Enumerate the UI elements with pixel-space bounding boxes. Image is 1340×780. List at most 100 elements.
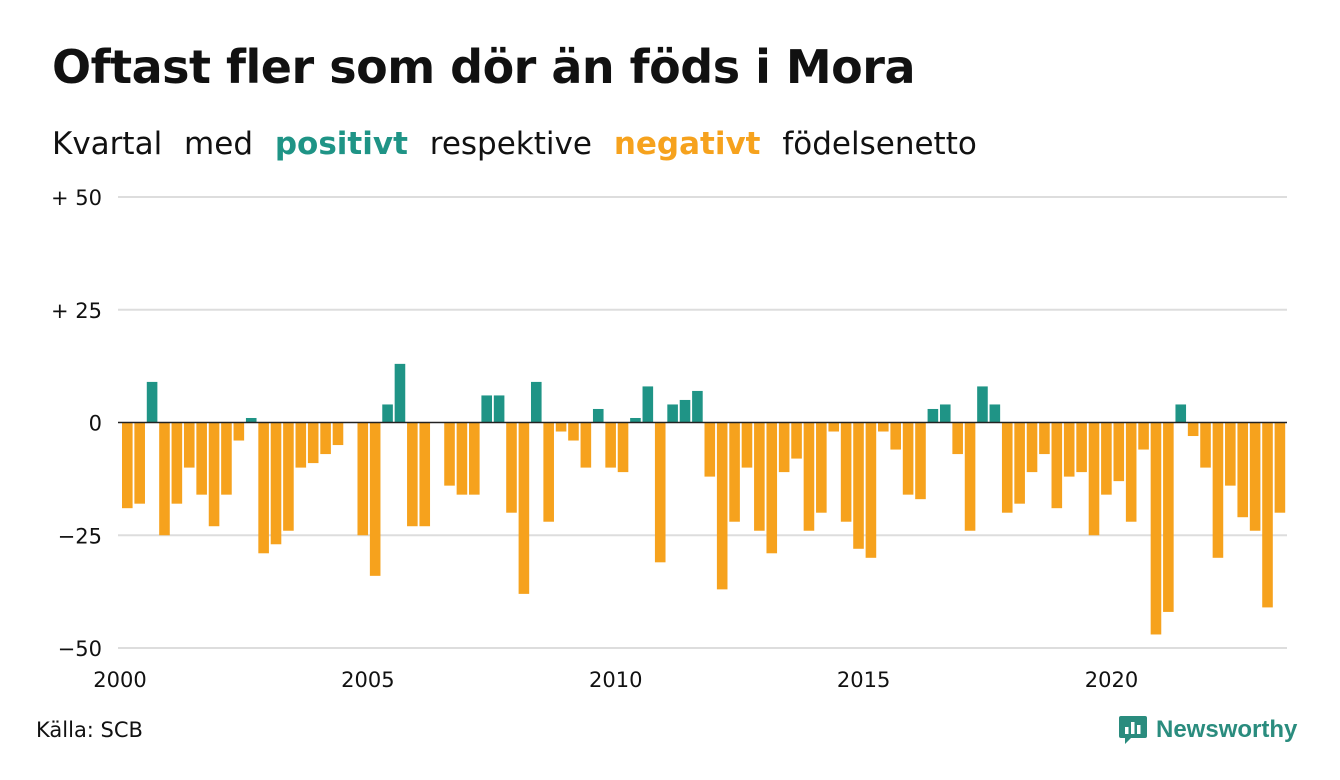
bar	[754, 422, 765, 531]
bar	[1113, 422, 1125, 482]
bar	[283, 422, 294, 531]
newsworthy-logo-icon	[1119, 716, 1147, 744]
y-tick-label: + 50	[51, 186, 102, 210]
brand-name: Newsworthy	[1156, 716, 1298, 743]
bar	[828, 422, 840, 432]
bar	[927, 408, 939, 423]
bar	[270, 422, 282, 545]
bar	[840, 422, 852, 522]
source-note: Källa: SCB	[36, 718, 143, 742]
x-tick-label: 2000	[93, 668, 146, 692]
bar	[939, 404, 951, 423]
bar	[1175, 404, 1187, 423]
subtitle-part-kvartal: Kvartal	[52, 126, 163, 162]
bar	[704, 422, 716, 477]
bar	[481, 395, 492, 423]
bar	[890, 422, 901, 450]
bar	[1101, 422, 1112, 495]
bar	[791, 422, 802, 459]
bar	[1212, 422, 1224, 558]
bar	[245, 417, 257, 423]
bar	[729, 422, 740, 522]
bar	[592, 408, 604, 423]
bar	[320, 422, 331, 455]
bar	[679, 399, 691, 423]
bar	[369, 422, 381, 576]
bar	[419, 422, 431, 527]
chart-subtitle: Kvartal med positivt respektive negativt…	[52, 126, 989, 162]
bar	[1026, 422, 1038, 473]
bar	[1200, 422, 1211, 468]
subtitle-negative: negativt	[613, 126, 761, 162]
subtitle-part-respektive: respektive	[429, 126, 592, 162]
bar	[357, 422, 369, 536]
bar	[1014, 422, 1025, 504]
bar	[518, 422, 530, 594]
bar	[1001, 422, 1013, 513]
bar	[469, 422, 480, 495]
bar	[382, 404, 393, 423]
bar	[878, 422, 889, 432]
y-tick-label: −25	[58, 524, 102, 548]
bar	[444, 422, 455, 486]
bar	[1138, 422, 1149, 450]
bar	[766, 422, 778, 554]
bar	[122, 422, 133, 509]
bar	[221, 422, 232, 495]
bar	[530, 381, 542, 423]
bar	[1063, 422, 1075, 477]
bar	[295, 422, 307, 468]
chart-title: Oftast fler som dör än föds i Mora	[52, 40, 916, 94]
bar	[394, 363, 406, 423]
bar	[146, 381, 158, 423]
bar	[196, 422, 207, 495]
bar	[741, 422, 753, 468]
bar	[407, 422, 418, 527]
bar	[543, 422, 554, 522]
subtitle-positive: positivt	[274, 126, 408, 162]
bar	[605, 422, 616, 468]
bar	[506, 422, 517, 513]
bar	[816, 422, 827, 513]
bar	[853, 422, 864, 549]
bar	[630, 417, 641, 423]
bar	[778, 422, 790, 473]
bar	[134, 422, 145, 504]
bar	[568, 422, 579, 441]
y-tick-label: −50	[58, 637, 102, 661]
subtitle-part-med: med	[184, 126, 253, 162]
x-tick-label: 2020	[1085, 668, 1138, 692]
bar	[493, 395, 505, 423]
bar	[964, 422, 976, 531]
bar	[1051, 422, 1063, 509]
brand-logo: Newsworthy	[1118, 714, 1297, 746]
bar	[555, 422, 567, 432]
bar	[1088, 422, 1100, 536]
bar	[1039, 422, 1050, 455]
bar	[692, 390, 703, 423]
bar	[716, 422, 728, 590]
bar	[1262, 422, 1273, 608]
bar	[580, 422, 592, 468]
bar	[307, 422, 319, 464]
subtitle-part-fodelsenetto: födelsenetto	[782, 126, 977, 162]
bar	[617, 422, 629, 473]
bar	[1150, 422, 1162, 635]
y-tick-label: + 25	[51, 299, 102, 323]
bar	[642, 386, 654, 423]
bar	[171, 422, 183, 504]
bar	[1125, 422, 1137, 522]
bar	[989, 404, 1001, 423]
bar	[803, 422, 815, 531]
bar	[1187, 422, 1199, 437]
bar	[1274, 422, 1286, 513]
bar	[1225, 422, 1236, 486]
bar	[952, 422, 963, 455]
bar	[915, 422, 926, 500]
bar	[977, 386, 988, 423]
x-tick-label: 2010	[589, 668, 642, 692]
bar	[208, 422, 220, 527]
bar	[865, 422, 877, 558]
y-tick-label: 0	[89, 412, 102, 436]
